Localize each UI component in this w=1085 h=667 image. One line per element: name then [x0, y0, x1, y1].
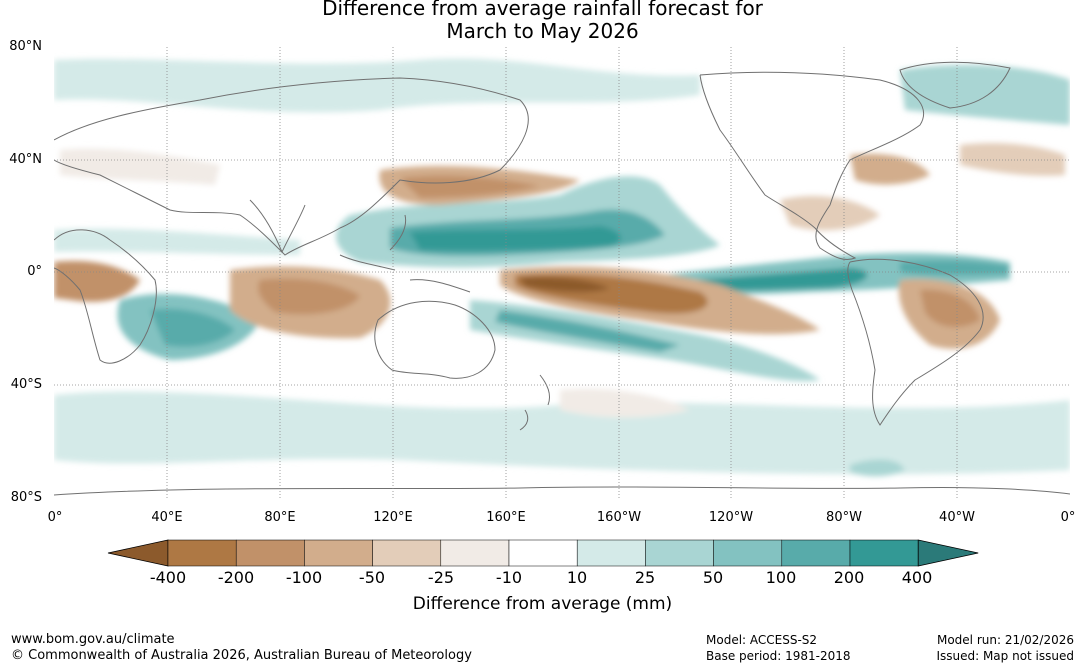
colorbar-segment: [849, 539, 919, 567]
colorbar-label: 25: [634, 568, 656, 587]
issued-status: Issued: Map not issued: [936, 649, 1074, 663]
lat-label-80s: 80°S: [10, 490, 42, 505]
copyright-text: © Commonwealth of Australia 2026, Austra…: [11, 648, 472, 663]
lon-label-160e: 160°E: [486, 510, 526, 525]
lat-label-40n: 40°N: [9, 152, 42, 167]
lon-label-160w: 160°W: [596, 510, 642, 525]
coastlines: [54, 61, 1070, 496]
lon-label-120e: 120°E: [373, 510, 413, 525]
graticule: [54, 47, 1070, 499]
anomaly-field: [54, 47, 1070, 499]
colorbar-segment: [645, 539, 714, 567]
colorbar-segment: [781, 539, 851, 567]
lat-label-0: 0°: [27, 264, 42, 279]
colorbar-segment: [508, 539, 578, 567]
colorbar-label: -400: [149, 568, 187, 587]
colorbar-label: -200: [217, 568, 255, 587]
lon-label-0: 0°: [47, 510, 63, 525]
base-period: Base period: 1981-2018: [706, 649, 851, 663]
colorbar-segment: [713, 539, 783, 567]
colorbar-extend-low: [107, 539, 169, 567]
colorbar-segment: [372, 539, 442, 567]
map-title-line-2: March to May 2026: [446, 19, 639, 43]
lon-label-40w: 40°W: [939, 510, 975, 525]
lon-label-80w: 80°W: [826, 510, 862, 525]
colorbar-segment: [235, 539, 305, 567]
colorbar-segment: [167, 539, 237, 567]
lon-label-40e: 40°E: [151, 510, 183, 525]
model-name: Model: ACCESS-S2: [706, 633, 818, 647]
colorbar-label: 100: [765, 568, 797, 587]
website-text: www.bom.gov.au/climate: [11, 632, 175, 647]
colorbar-label: 10: [566, 568, 588, 587]
colorbar: [107, 539, 979, 567]
model-run: Model run: 21/02/2026: [936, 633, 1074, 647]
colorbar-label: -10: [495, 568, 523, 587]
lon-label-120w: 120°W: [708, 510, 754, 525]
colorbar-extend-high: [917, 539, 979, 567]
colorbar-label: -100: [285, 568, 323, 587]
lon-label-80e: 80°E: [264, 510, 296, 525]
lon-label-0-east: 0°: [1060, 510, 1076, 525]
colorbar-label: 50: [702, 568, 724, 587]
colorbar-label: 200: [833, 568, 865, 587]
map-title-line-1: Difference from average rainfall forecas…: [322, 0, 763, 20]
colorbar-label: -50: [358, 568, 386, 587]
lat-label-40s: 40°S: [10, 377, 42, 392]
colorbar-label: 400: [901, 568, 933, 587]
colorbar-title: Difference from average (mm): [412, 594, 673, 614]
colorbar-segment: [440, 539, 510, 567]
colorbar-label: -25: [427, 568, 455, 587]
lat-label-80n: 80°N: [9, 39, 42, 54]
colorbar-segment: [304, 539, 373, 567]
colorbar-segment: [576, 539, 646, 567]
